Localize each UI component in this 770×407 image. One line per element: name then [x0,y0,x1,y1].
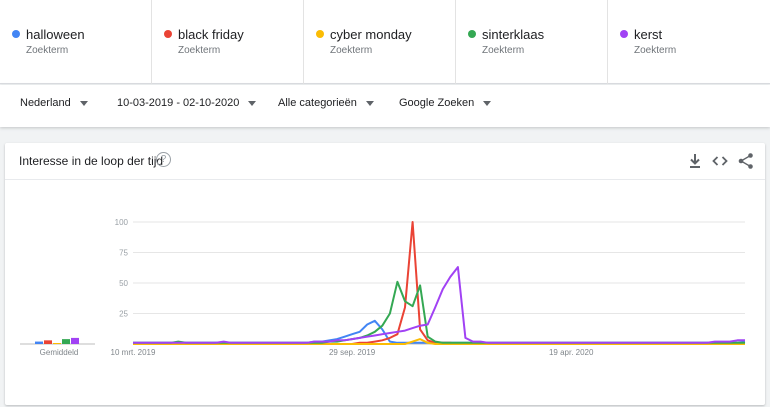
category-dropdown[interactable]: Alle categorieën [278,97,374,109]
term-type: Zoekterm [26,45,69,56]
caret-down-icon [365,100,374,106]
term-type: Zoekterm [330,45,373,56]
term-kerst[interactable]: kerst Zoekterm [608,0,770,84]
card-divider [5,179,765,180]
search-terms-bar: halloween Zoekterm black friday Zoekterm… [0,0,770,84]
term-name: cyber monday [330,27,412,42]
average-bar-black-friday[interactable] [44,340,52,344]
caret-down-icon [79,100,88,106]
term-type: Zoekterm [482,45,525,56]
property-dropdown[interactable]: Google Zoeken [399,97,492,109]
category-label: Alle categorieën [278,97,357,109]
term-halloween[interactable]: halloween Zoekterm [0,0,152,84]
card-title: Interesse in de loop der tijd [19,154,164,168]
series-color-dot [164,30,172,38]
y-tick-label: 25 [119,310,128,319]
average-bar-kerst[interactable] [71,337,79,344]
embed-icon[interactable] [710,151,730,171]
term-type: Zoekterm [634,45,677,56]
series-color-dot [620,30,628,38]
property-label: Google Zoeken [399,97,475,109]
region-label: Nederland [20,97,71,109]
term-name: black friday [178,27,244,42]
term-name: kerst [634,27,663,42]
term-black-friday[interactable]: black friday Zoekterm [152,0,304,84]
term-type: Zoekterm [178,45,221,56]
x-tick-label: 29 sep. 2019 [329,348,376,357]
x-tick-label: 19 apr. 2020 [549,348,594,357]
series-color-dot [12,30,20,38]
series-line-halloween[interactable] [133,319,746,344]
series-line-cyber-monday[interactable] [133,338,745,345]
series-line-kerst[interactable] [133,266,745,344]
term-name: halloween [26,27,85,42]
interest-over-time-card: Interesse in de loop der tijd ? 25 50 75 10… [5,143,765,405]
download-icon[interactable] [685,151,705,171]
series-color-dot [468,30,476,38]
y-tick-label: 50 [119,279,128,288]
region-dropdown[interactable]: Nederland [20,97,88,109]
help-icon[interactable]: ? [156,152,171,167]
caret-down-icon [248,100,257,106]
average-label: Gemiddeld [40,348,79,357]
series-line-sinterklaas[interactable] [133,280,745,344]
term-sinterklaas[interactable]: sinterklaas Zoekterm [456,0,608,84]
y-tick-label: 100 [115,218,129,227]
series-color-dot [316,30,324,38]
y-tick-label: 75 [119,249,128,258]
term-cyber-monday[interactable]: cyber monday Zoekterm [304,0,456,84]
average-bar-halloween[interactable] [35,341,43,344]
filter-bar: Nederland 10-03-2019 - 02-10-2020 Alle c… [0,85,770,127]
period-dropdown[interactable]: 10-03-2019 - 02-10-2020 [117,97,257,109]
x-tick-label: 10 mrt. 2019 [111,348,156,357]
interest-chart: 25 50 75 100 Gemiddeld 10 mrt. 2019 29 sep. 20… [20,218,746,357]
period-label: 10-03-2019 - 02-10-2020 [117,97,240,109]
caret-down-icon [483,100,492,106]
average-bar-cyber-monday[interactable] [53,343,61,344]
average-bar-sinterklaas[interactable] [62,339,70,344]
term-name: sinterklaas [482,27,545,42]
share-icon[interactable] [736,151,756,171]
